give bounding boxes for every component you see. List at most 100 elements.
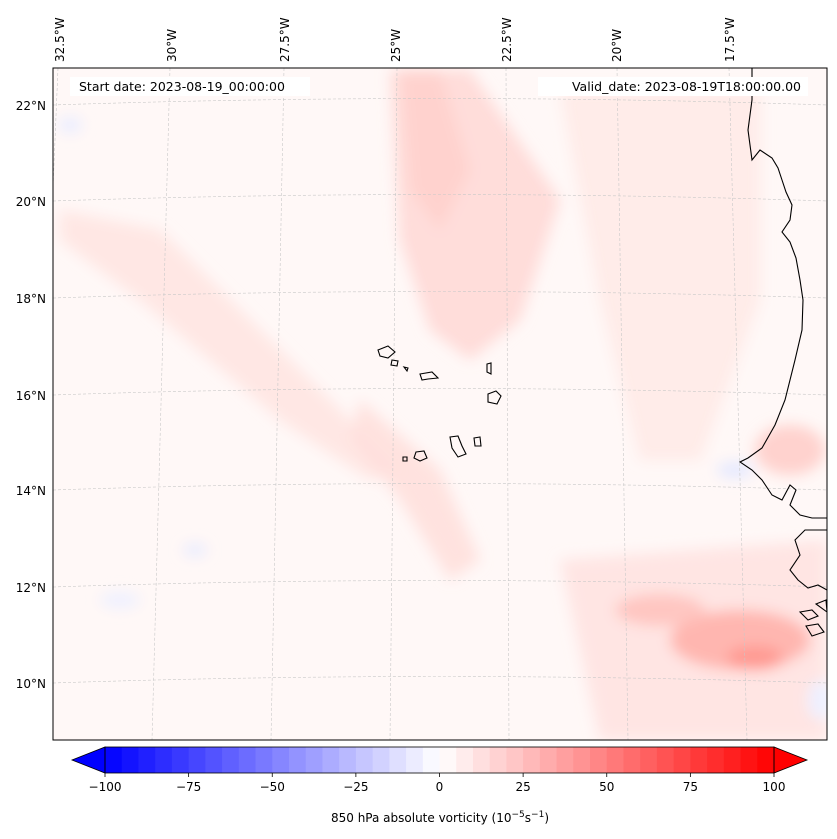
colorbar-tick-label: 50 xyxy=(599,780,614,794)
vorticity-max-south xyxy=(615,594,705,626)
colorbar-segment xyxy=(406,747,424,773)
colorbar-segment xyxy=(222,747,240,773)
lon-label-30w: 30°W xyxy=(165,29,179,62)
colorbar-tick-label: 25 xyxy=(515,780,530,794)
island-brava xyxy=(402,456,408,462)
colorbar-segment xyxy=(105,747,123,773)
colorbar-segment xyxy=(640,747,658,773)
parallel-20n xyxy=(53,194,827,202)
island-boa-vista xyxy=(487,390,502,405)
colorbar-segment xyxy=(171,747,190,773)
colorbar-segment xyxy=(322,747,340,773)
vorticity-neg-3 xyxy=(58,117,82,133)
colorbar-extend-right xyxy=(773,746,809,774)
island-santa-luzia xyxy=(402,366,409,373)
colorbar-segment xyxy=(255,747,273,773)
colorbar-segment xyxy=(155,747,173,773)
colorbar: −100 −75 −50 −25 0 25 50 75 100 850 hPa absolute… xyxy=(70,746,809,825)
colorbar-segment xyxy=(339,747,357,773)
island-santo-antao xyxy=(377,345,396,359)
colorbar-segment xyxy=(690,747,708,773)
meridian-30w xyxy=(151,68,171,740)
meridian-17-5w xyxy=(728,68,748,740)
lat-label-16n: 16°N xyxy=(16,389,46,403)
parallel-16n xyxy=(53,388,827,396)
lon-label-25w: 25°W xyxy=(389,29,403,62)
colorbar-tick-label: −75 xyxy=(176,780,201,794)
lon-label-17-5w: 17.5°W xyxy=(723,17,737,62)
island-santiago xyxy=(449,435,467,458)
valid-date-box xyxy=(538,77,808,96)
colorbar-segment xyxy=(355,747,374,773)
island-sao-nicolau xyxy=(419,371,440,381)
colorbar-segments xyxy=(105,747,775,773)
colorbar-segment xyxy=(138,747,156,773)
colorbar-segment xyxy=(439,747,457,773)
parallel-12n xyxy=(53,580,827,588)
parallel-22n xyxy=(53,98,827,106)
vorticity-neg-4 xyxy=(100,592,140,608)
colorbar-segment xyxy=(121,747,140,773)
vorticity-band-north xyxy=(400,70,470,230)
map-frame xyxy=(52,67,828,741)
colorbar-segment xyxy=(288,747,307,773)
meridian-27-5w xyxy=(270,68,285,740)
colorbar-segment xyxy=(606,747,625,773)
colorbar-tick-label: −50 xyxy=(260,780,285,794)
colorbar-segment xyxy=(305,747,324,773)
lat-label-10n: 10°N xyxy=(16,677,46,691)
island-sao-vicente xyxy=(390,359,399,367)
west-africa-coastline-south xyxy=(789,529,827,591)
parallel-18n xyxy=(53,291,827,299)
meridian-25w xyxy=(389,68,398,740)
colorbar-segment xyxy=(372,747,390,773)
colorbar-extend-left xyxy=(70,746,106,774)
colorbar-segment xyxy=(188,747,206,773)
colorbar-segment xyxy=(707,747,725,773)
colorbar-tick-label: 75 xyxy=(683,780,698,794)
colorbar-label: 850 hPa absolute vorticity (10−5s−1) xyxy=(331,810,549,825)
parallel-10n xyxy=(53,676,827,684)
colorbar-segment xyxy=(623,747,641,773)
island-sal xyxy=(486,362,492,375)
vorticity-streak-west xyxy=(60,210,400,480)
colorbar-segment xyxy=(740,747,758,773)
lon-label-27-5w: 27.5°W xyxy=(278,17,292,62)
colorbar-label-unit: s xyxy=(525,811,531,825)
colorbar-segment xyxy=(238,747,257,773)
colorbar-segment xyxy=(389,747,407,773)
vorticity-field xyxy=(58,70,827,740)
island-fogo xyxy=(413,450,428,462)
west-africa-coastline xyxy=(738,68,827,519)
vorticity-max-southeast-core xyxy=(727,646,783,670)
colorbar-segment xyxy=(673,747,691,773)
valid-date-label: Valid_date: 2023-08-19T18:00:00.00 xyxy=(572,79,801,94)
colorbar-segment xyxy=(539,747,558,773)
vorticity-streak-central xyxy=(350,400,480,580)
colorbar-label-exp1: −5 xyxy=(512,810,525,820)
lon-label-22-5w: 22.5°W xyxy=(500,17,514,62)
colorbar-tick-label: 0 xyxy=(436,780,444,794)
island-maio xyxy=(473,436,482,447)
colorbar-segment xyxy=(272,747,290,773)
meridian-22-5w xyxy=(505,68,510,740)
lat-label-18n: 18°N xyxy=(16,292,46,306)
lon-label-20w: 20°W xyxy=(610,29,624,62)
colorbar-segment xyxy=(656,747,675,773)
meridian-20w xyxy=(616,68,629,740)
colorbar-tick-label: 100 xyxy=(763,780,786,794)
colorbar-segment xyxy=(590,747,608,773)
start-date-box xyxy=(70,77,310,96)
lon-label-32-5w: 32.5°W xyxy=(53,17,67,62)
colorbar-segment xyxy=(523,747,541,773)
colorbar-segment xyxy=(556,747,574,773)
colorbar-segment xyxy=(573,747,591,773)
colorbar-segment xyxy=(757,747,775,773)
colorbar-label-close: ) xyxy=(544,811,549,825)
colorbar-segment xyxy=(456,747,474,773)
colorbar-tick-label: −100 xyxy=(89,780,122,794)
colorbar-segment xyxy=(205,747,223,773)
vorticity-patch-coast xyxy=(755,425,825,475)
lat-label-22n: 22°N xyxy=(16,99,46,113)
